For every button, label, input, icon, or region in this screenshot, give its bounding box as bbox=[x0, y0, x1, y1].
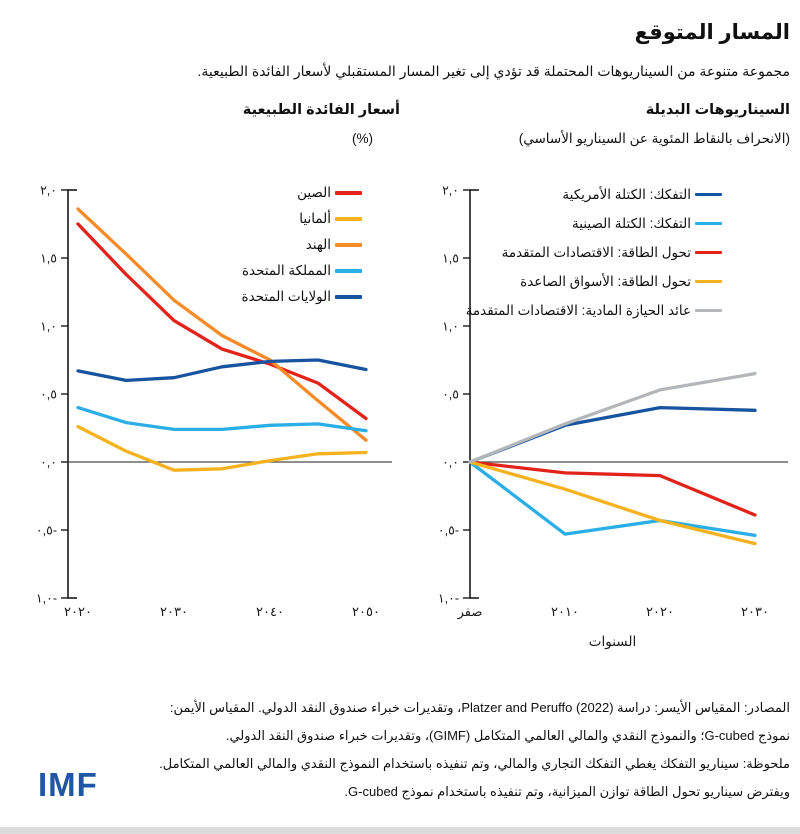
legend-label: عائد الحيازة المادية: الاقتصادات المتقدم… bbox=[465, 302, 691, 318]
svg-text:٠,٥-: ٠,٥- bbox=[36, 524, 57, 538]
svg-text:٠,٥: ٠,٥ bbox=[40, 388, 57, 402]
legend-item: ألمانيا bbox=[242, 206, 362, 232]
bottom-divider bbox=[0, 827, 800, 834]
svg-text:١,٠: ١,٠ bbox=[40, 320, 57, 334]
legend-item: تحول الطاقة: الاقتصادات المتقدمة bbox=[466, 238, 722, 267]
legend-item: تحول الطاقة: الأسواق الصاعدة bbox=[466, 267, 722, 296]
legend-label: الصين bbox=[297, 185, 331, 200]
left-chart-legend: الصين ألمانيا الهند المملكة المتحدة الولايات… bbox=[242, 180, 362, 310]
svg-text:١,٠-: ١,٠- bbox=[438, 592, 459, 606]
svg-text:٢٠٥٠: ٢٠٥٠ bbox=[352, 604, 380, 619]
legend-swatch bbox=[695, 279, 722, 284]
svg-text:٢٠٣٠: ٢٠٣٠ bbox=[160, 604, 188, 619]
right-chart-subtitle: (الانحراف بالنقاط المئوية عن السيناريو ا… bbox=[518, 131, 790, 146]
legend-swatch bbox=[335, 191, 362, 195]
svg-text:٢٠٤٠: ٢٠٤٠ bbox=[256, 604, 284, 619]
legend-label: تحول الطاقة: الاقتصادات المتقدمة bbox=[501, 244, 691, 260]
legend-label: التفكك: الكتلة الأمريكية bbox=[562, 186, 691, 202]
svg-text:صفر: صفر bbox=[457, 604, 483, 620]
legend-item: المملكة المتحدة bbox=[242, 258, 362, 284]
legend-label: تحول الطاقة: الأسواق الصاعدة bbox=[520, 273, 691, 289]
legend-swatch bbox=[335, 217, 362, 221]
svg-text:٠,٠: ٠,٠ bbox=[40, 456, 57, 470]
svg-text:٢٠٣٠: ٢٠٣٠ bbox=[741, 604, 769, 619]
note-line-2: ويفترض سيناريو تحول الطاقة توازن الميزان… bbox=[344, 784, 790, 799]
legend-label: التفكك: الكتلة الصينية bbox=[572, 215, 691, 231]
svg-text:٢٠٢٠: ٢٠٢٠ bbox=[646, 604, 674, 619]
sources-line-2: نموذج G-cubed؛ والنموذج النقدي والمالي ا… bbox=[225, 728, 790, 743]
svg-text:٠,٥: ٠,٥ bbox=[442, 388, 459, 402]
natural-rates-line-chart: ٢,٠ ١,٥ ١,٠ ٠,٥ ٠,٠ ٠,٥- ١,٠- ٢٠٢٠ ٢٠٣٠ ٢٠٤٠ ٢٠٥٠ bbox=[36, 184, 392, 619]
legend-swatch bbox=[695, 250, 722, 255]
legend-swatch bbox=[695, 221, 722, 226]
alternative-scenarios-line-chart: ٢,٠ ١,٥ ١,٠ ٠,٥ ٠,٠ ٠,٥- ١,٠-صفر ٢٠١٠ ٢٠٢٠ ٢٠٣٠ ال… bbox=[438, 184, 788, 650]
legend-swatch bbox=[695, 308, 722, 313]
right-chart-title: السيناريوهات البديلة bbox=[645, 102, 790, 118]
note-line-1: ملحوظة: سيناريو التفكك يغطي التفكك التجا… bbox=[159, 756, 790, 771]
legend-label: الولايات المتحدة bbox=[241, 289, 331, 304]
imf-logo[interactable]: IMF bbox=[38, 766, 98, 803]
left-chart-title: أسعار الفائدة الطبيعية bbox=[242, 102, 400, 118]
svg-text:١,٠-: ١,٠- bbox=[36, 592, 57, 606]
legend-label: ألمانيا bbox=[299, 211, 331, 226]
footnotes: المصادر: المقياس الأيسر: دراسة Platzer a… bbox=[10, 694, 790, 806]
svg-text:١,٠: ١,٠ bbox=[442, 320, 459, 334]
legend-swatch bbox=[335, 269, 362, 273]
svg-text:١,٥: ١,٥ bbox=[40, 252, 57, 266]
legend-item: التفكك: الكتلة الأمريكية bbox=[466, 180, 722, 209]
svg-text:٢,٠: ٢,٠ bbox=[442, 184, 459, 198]
left-chart-unit: (%) bbox=[352, 131, 373, 146]
sources-line-1: المصادر: المقياس الأيسر: دراسة Platzer a… bbox=[169, 700, 790, 715]
legend-swatch bbox=[335, 243, 362, 247]
legend-label: المملكة المتحدة bbox=[241, 263, 331, 278]
legend-item: عائد الحيازة المادية: الاقتصادات المتقدم… bbox=[466, 296, 722, 325]
page-subtitle: مجموعة متنوعة من السيناريوهات المحتملة ق… bbox=[197, 63, 790, 79]
legend-swatch bbox=[695, 192, 722, 197]
svg-text:٢٠٢٠: ٢٠٢٠ bbox=[64, 604, 92, 619]
legend-item: الهند bbox=[242, 232, 362, 258]
svg-text:٠,٥-: ٠,٥- bbox=[438, 524, 459, 538]
right-chart-legend: التفكك: الكتلة الأمريكية التفكك: الكتلة ا… bbox=[466, 180, 722, 325]
legend-label: الهند bbox=[305, 237, 331, 252]
legend-swatch bbox=[335, 295, 362, 299]
svg-text:٢٠١٠: ٢٠١٠ bbox=[551, 604, 579, 619]
svg-text:٠,٠: ٠,٠ bbox=[442, 456, 459, 470]
svg-text:١,٥: ١,٥ bbox=[442, 252, 459, 266]
svg-text:٢,٠: ٢,٠ bbox=[40, 184, 57, 198]
svg-text:السنوات: السنوات bbox=[589, 634, 636, 650]
legend-item: الصين bbox=[242, 180, 362, 206]
page-title: المسار المتوقع bbox=[634, 21, 790, 45]
legend-item: الولايات المتحدة bbox=[242, 284, 362, 310]
legend-item: التفكك: الكتلة الصينية bbox=[466, 209, 722, 238]
